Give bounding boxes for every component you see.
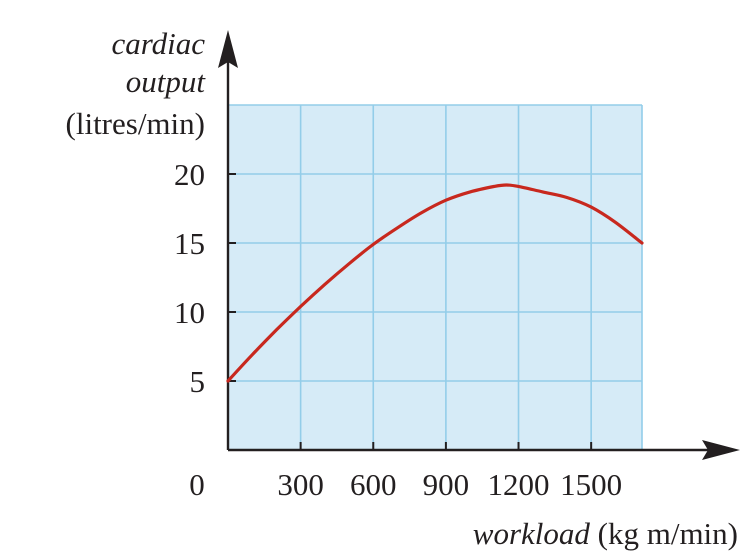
x-axis-label-unit: (kg m/min) <box>590 516 738 551</box>
x-tick-label: 600 <box>350 467 397 502</box>
tick-labels: 300 600 900 1200 1500 5 10 15 20 <box>174 157 622 502</box>
y-axis-label-line-3: (litres/min) <box>66 106 205 141</box>
x-axis-arrow-icon <box>702 440 740 460</box>
x-tick-label: 900 <box>423 467 470 502</box>
origin-label: 0 <box>189 467 205 502</box>
x-tick-label: 1200 <box>488 467 550 502</box>
y-axis-label-line-1: cardiac <box>111 26 205 61</box>
y-tick-label: 5 <box>190 364 206 399</box>
x-tick-label: 1500 <box>560 467 622 502</box>
y-tick-label: 10 <box>174 295 205 330</box>
axes <box>218 30 740 460</box>
x-tick-label: 300 <box>277 467 324 502</box>
y-axis-label-line-2: output <box>126 64 207 99</box>
x-axis-label-italic: workload <box>473 516 591 551</box>
plot-background <box>228 105 642 450</box>
x-axis-label: workload (kg m/min) <box>473 516 738 551</box>
y-axis-arrow-icon <box>218 30 238 68</box>
cardiac-output-curve <box>226 183 644 383</box>
y-tick-label: 15 <box>174 226 205 261</box>
y-tick-label: 20 <box>174 157 205 192</box>
